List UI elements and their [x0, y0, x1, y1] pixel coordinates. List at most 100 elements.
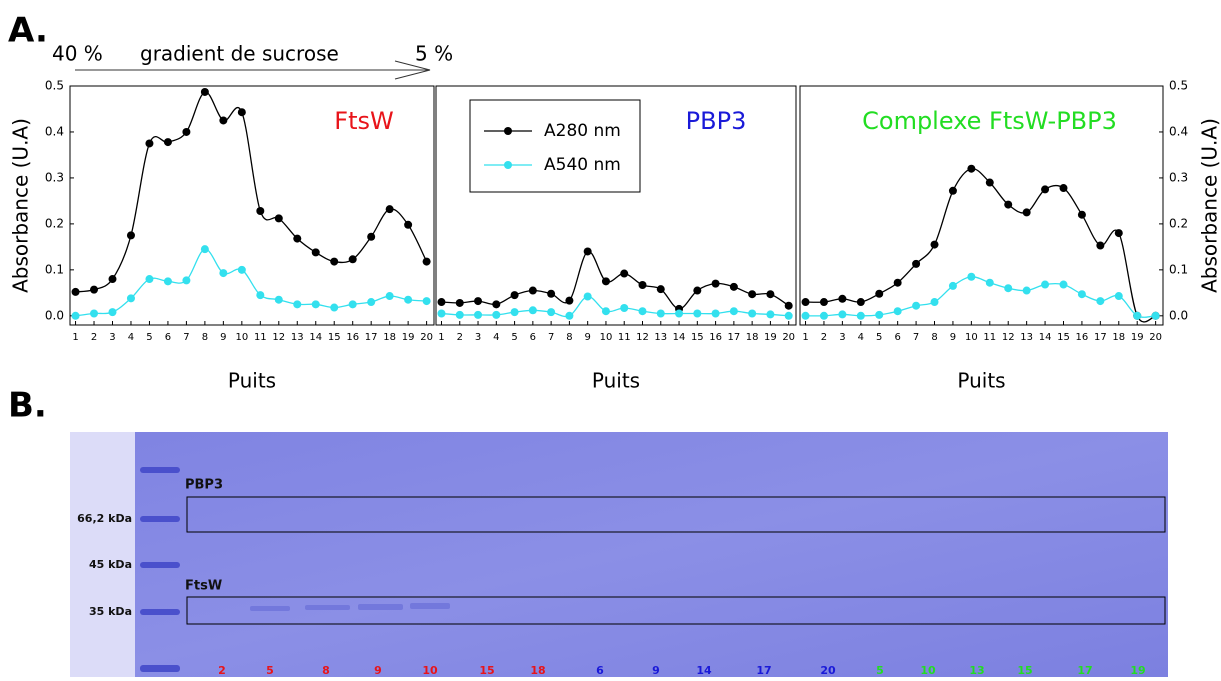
data-point: [127, 294, 135, 302]
x-tick-label: 8: [931, 332, 937, 343]
data-point: [712, 310, 720, 318]
data-point: [145, 139, 153, 147]
lane-label: 18: [530, 664, 545, 677]
y-tick-label: 0.3: [45, 170, 64, 184]
data-point: [90, 286, 98, 294]
data-point: [838, 310, 846, 318]
x-tick-label: 19: [402, 332, 415, 343]
data-point: [492, 300, 500, 308]
data-point: [838, 295, 846, 303]
data-point: [967, 165, 975, 173]
panel-label: A.: [8, 11, 48, 51]
page: A. 40 % gradient de sucrose 5 % 12345678…: [0, 0, 1221, 681]
lane-label: 5: [876, 664, 884, 677]
data-point: [712, 280, 720, 288]
series-line: [806, 277, 1156, 318]
data-point: [1078, 211, 1086, 219]
data-point: [437, 298, 445, 306]
data-point: [584, 293, 592, 301]
data-point: [201, 88, 209, 96]
x-axis-label: Puits: [957, 369, 1005, 393]
data-point: [584, 247, 592, 255]
gradient-start: 40 %: [52, 42, 103, 66]
x-tick-label: 3: [109, 332, 115, 343]
x-tick-label: 17: [365, 332, 378, 343]
lane-label: 10: [920, 664, 936, 677]
data-point: [657, 310, 665, 318]
x-tick-label: 3: [475, 332, 481, 343]
data-point: [565, 297, 573, 305]
data-point: [219, 116, 227, 124]
data-point: [404, 221, 412, 229]
y-axis-label: Absorbance (U.A): [9, 118, 33, 293]
data-point: [456, 299, 464, 307]
x-tick-label: 19: [1131, 332, 1144, 343]
marker-label: 66,2 kDa: [77, 512, 132, 525]
legend-label: A540 nm: [544, 155, 621, 175]
data-point: [730, 283, 738, 291]
data-point: [1059, 184, 1067, 192]
data-point: [1152, 312, 1160, 320]
data-point: [875, 290, 883, 298]
data-point: [1041, 281, 1049, 289]
data-point: [802, 312, 810, 320]
legend-box: [470, 100, 640, 192]
data-point: [820, 298, 828, 306]
data-point: [1133, 312, 1141, 320]
data-point: [857, 298, 865, 306]
data-point: [748, 310, 756, 318]
data-point: [1078, 290, 1086, 298]
gradient-text: gradient de sucrose: [140, 42, 339, 66]
x-axis-label: Puits: [228, 369, 276, 393]
data-point: [857, 312, 865, 320]
y-tick-label: 0.4: [45, 124, 64, 138]
y-tick-label: 0.5: [45, 79, 64, 93]
data-point: [275, 296, 283, 304]
x-tick-label: 5: [146, 332, 152, 343]
data-point: [164, 138, 172, 146]
y-tick-label: 0.0: [1169, 308, 1188, 322]
data-point: [367, 298, 375, 306]
y-tick-label: 0.0: [45, 308, 64, 322]
data-point: [330, 258, 338, 266]
legend-marker: [504, 161, 512, 169]
data-point: [748, 290, 756, 298]
x-tick-label: 7: [913, 332, 919, 343]
legend-label: A280 nm: [544, 121, 621, 141]
data-point: [620, 304, 628, 312]
data-point: [256, 291, 264, 299]
x-tick-label: 1: [802, 332, 808, 343]
figure: A. 40 % gradient de sucrose 5 % 12345678…: [0, 0, 1221, 677]
data-point: [986, 279, 994, 287]
y-tick-label: 0.2: [45, 216, 64, 230]
x-tick-label: 18: [746, 332, 759, 343]
chart-title: PBP3: [686, 107, 747, 135]
data-point: [986, 179, 994, 187]
x-tick-label: 14: [309, 332, 322, 343]
data-point: [529, 287, 537, 295]
x-axis-label: Puits: [592, 369, 640, 393]
x-tick-label: 6: [894, 332, 900, 343]
data-point: [404, 296, 412, 304]
data-point: [1004, 201, 1012, 209]
x-tick-label: 3: [839, 332, 845, 343]
data-point: [423, 297, 431, 305]
lane-label: 9: [374, 664, 382, 677]
data-point: [511, 291, 519, 299]
data-point: [275, 214, 283, 222]
x-tick-label: 14: [673, 332, 686, 343]
x-tick-label: 9: [584, 332, 590, 343]
x-tick-label: 14: [1039, 332, 1052, 343]
data-point: [766, 310, 774, 318]
x-tick-label: 10: [235, 332, 248, 343]
x-tick-label: 2: [821, 332, 827, 343]
data-point: [145, 275, 153, 283]
x-tick-label: 17: [1094, 332, 1107, 343]
gel: [70, 432, 1168, 677]
lane-label: 5: [266, 664, 274, 677]
data-point: [127, 231, 135, 239]
data-point: [256, 207, 264, 215]
panel-label: B.: [8, 386, 47, 426]
x-tick-label: 16: [709, 332, 722, 343]
data-point: [164, 277, 172, 285]
